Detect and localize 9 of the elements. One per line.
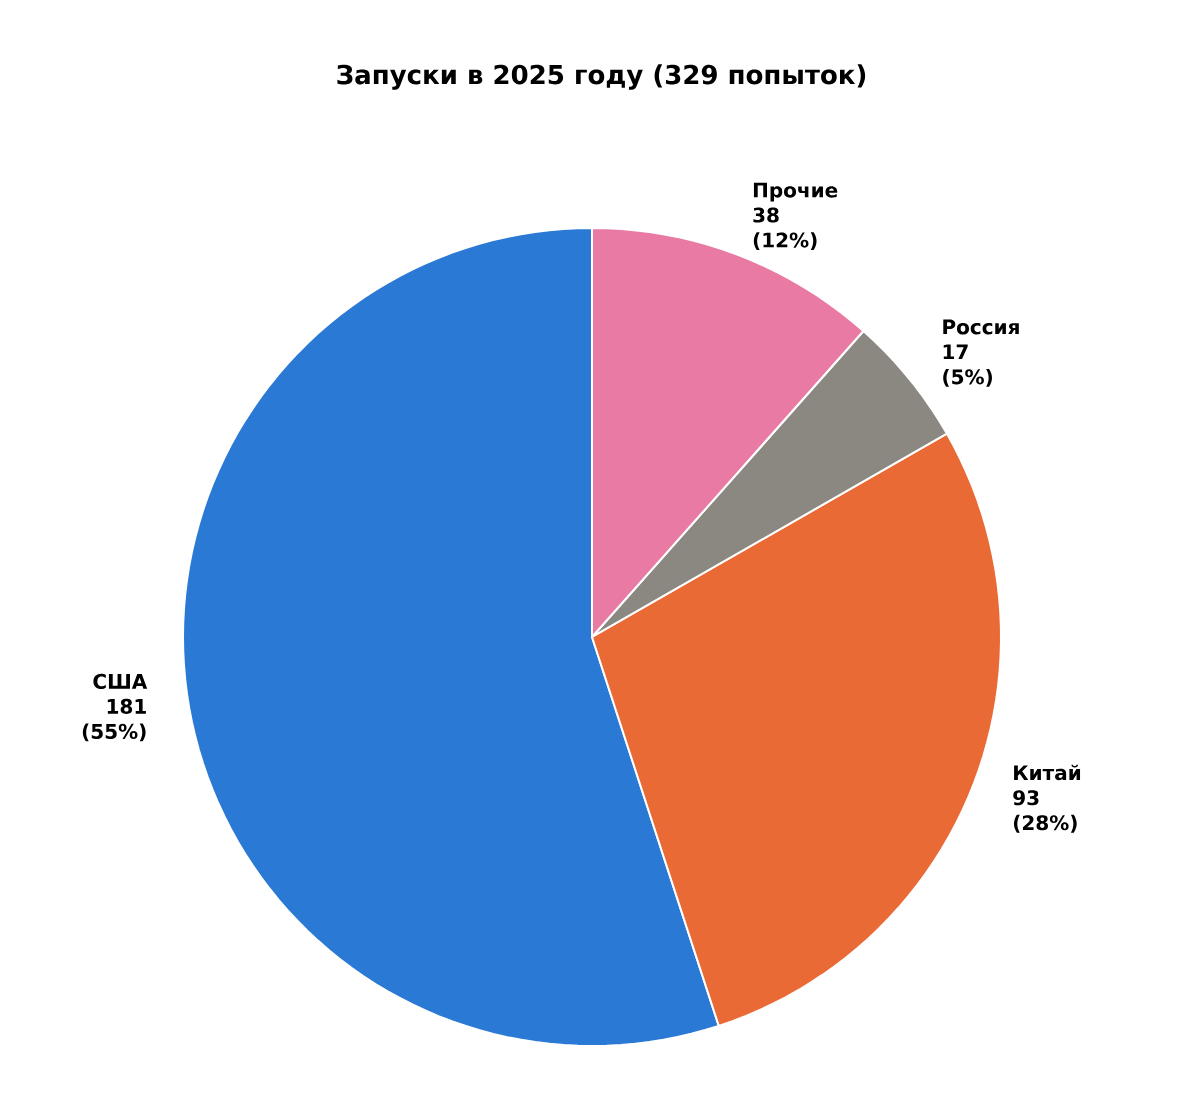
slice-label: Прочие	[753, 182, 838, 202]
data-label: 38 (12%)	[753, 207, 817, 250]
data-label: 17 (5%)	[943, 344, 992, 387]
slice-label: Китай	[1014, 764, 1081, 781]
data-label: 181 (55%)	[82, 698, 146, 742]
slice-label: США	[93, 673, 148, 689]
slice-label: Россия	[943, 319, 1019, 335]
chart-title: Запуски в 2025 году (329 попыток)	[337, 64, 866, 90]
data-label: 93 (28%)	[1013, 790, 1077, 833]
